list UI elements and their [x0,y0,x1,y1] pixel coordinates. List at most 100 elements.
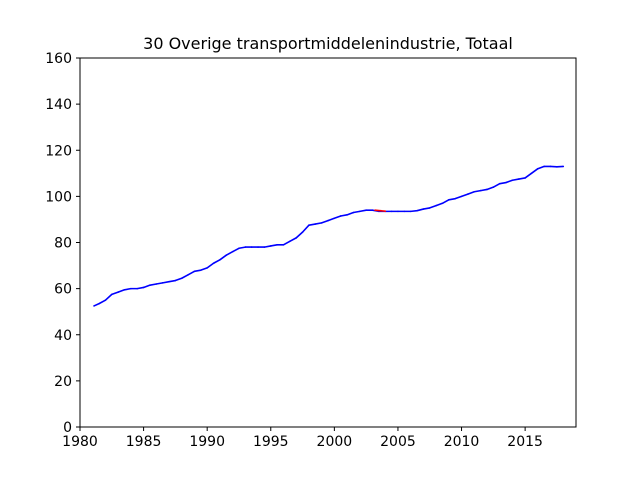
data-point [390,210,393,213]
data-point [193,270,196,273]
data-point [161,282,164,284]
data-point [282,244,285,246]
x-tick-label: 2010 [444,434,480,450]
data-point [486,188,488,191]
data-point [93,305,95,307]
data-point [136,287,139,290]
data-point [384,210,387,212]
data-point [206,267,208,269]
data-point [295,237,298,239]
data-point [155,283,158,285]
data-point [149,284,151,286]
data-point [365,209,367,212]
x-tick-label: 1980 [62,434,98,450]
data-point [142,286,145,289]
y-tick-label: 60 [54,282,72,298]
data-point [238,247,240,250]
data-point [460,195,463,198]
y-tick-label: 160 [45,51,72,67]
data-point [180,277,183,280]
y-tick-label: 140 [45,97,72,113]
y-tick-label: 0 [63,420,72,436]
data-point [498,182,501,185]
data-point [212,262,215,265]
data-point [371,209,374,212]
data-point [473,190,476,193]
data-point [517,178,520,180]
data-point [276,244,278,246]
data-point [562,165,565,168]
y-tick-label: 40 [54,328,72,344]
data-point [358,210,361,213]
data-point [333,217,336,220]
data-point [200,269,202,271]
data-point [339,215,342,217]
data-point [479,189,482,192]
y-tick-label: 120 [45,143,72,159]
data-point [263,246,266,248]
y-axis-ticks: 0 20 40 60 80 100 120 140 160 [45,51,80,436]
chart-title: 30 Overige transportmiddelenindustrie, T… [143,34,513,53]
data-point [397,210,399,213]
x-tick-label: 2000 [317,434,353,450]
data-point [308,224,310,226]
data-point [403,210,406,213]
data-point [352,211,355,214]
data-point [301,231,304,233]
data-point [244,246,247,248]
data-point [505,181,507,184]
data-point [231,250,234,253]
data-point [530,172,533,175]
data-point [428,207,431,209]
series-layer [93,165,565,307]
x-tick-label: 1985 [126,434,162,450]
data-point [435,204,437,207]
data-point [524,177,526,179]
data-point [374,209,376,212]
data-point [187,273,189,276]
data-point [289,240,291,243]
data-point [269,245,272,247]
data-point [448,199,450,201]
y-tick-label: 20 [54,374,72,390]
data-point [454,197,456,200]
plot-frame [79,57,577,428]
data-point [416,209,418,212]
x-tick-label: 2015 [507,434,543,450]
data-point [123,288,126,291]
data-point [467,193,469,195]
data-point [543,165,546,168]
data-point [117,291,119,293]
data-point [320,222,323,224]
data-point [98,302,100,305]
data-point [537,167,539,170]
data-point [104,299,107,301]
x-tick-label: 1990 [189,434,225,450]
y-tick-label: 80 [54,236,72,252]
data-point [314,223,317,225]
data-point [327,219,329,222]
data-point [219,259,221,261]
data-point [110,293,113,296]
y-tick-label: 100 [45,189,72,205]
data-point [409,210,412,213]
data-point [441,202,444,205]
data-point [225,254,228,256]
x-tick-label: 2005 [380,434,416,450]
data-point [257,246,259,248]
x-tick-label: 1995 [253,434,289,450]
data-point [511,179,514,182]
data-point [556,166,558,168]
data-point [549,165,552,168]
data-point [492,186,495,188]
data-point [250,246,253,248]
data-point [130,287,132,290]
data-point [379,209,381,212]
data-point [422,208,425,210]
data-point [174,279,177,282]
x-axis-ticks: 1980 1985 1990 1995 2000 2005 2010 2015 [62,427,543,450]
data-point [346,214,348,216]
